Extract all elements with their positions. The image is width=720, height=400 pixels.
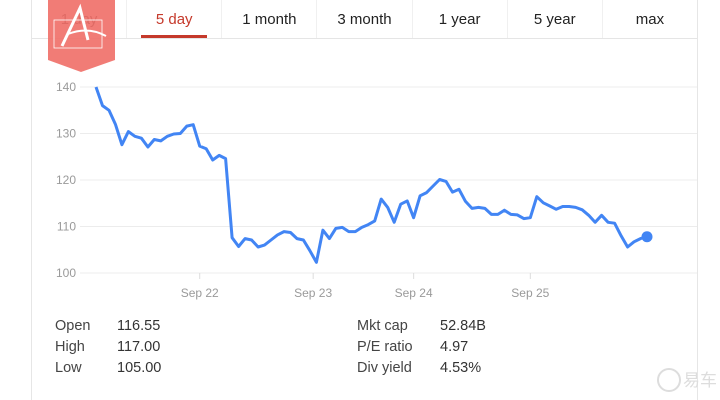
stat-label: High — [55, 339, 85, 355]
tab-1-month[interactable]: 1 month — [222, 0, 318, 38]
stat-label: Mkt cap — [357, 318, 408, 334]
stat-div-yield: Div yield 4.53% — [357, 360, 486, 381]
x-tick-label: Sep 22 — [181, 286, 219, 300]
stats-right: Mkt cap 52.84B P/E ratio 4.97 Div yield 4.5… — [357, 318, 486, 381]
y-tick-label: 130 — [56, 127, 76, 141]
tab-1-year[interactable]: 1 year — [413, 0, 508, 38]
stat-low: Low 105.00 — [55, 360, 161, 381]
x-tick-label: Sep 23 — [294, 286, 332, 300]
stat-label: Open — [55, 318, 91, 334]
y-tick-label: 100 — [56, 266, 76, 280]
stat-value: 52.84B — [440, 318, 486, 334]
tab-max[interactable]: max — [635, 11, 665, 28]
watermark-text: 易车 — [683, 371, 717, 391]
y-tick-label: 120 — [56, 173, 76, 187]
price-line — [94, 86, 648, 264]
y-tick-label: 140 — [56, 80, 76, 94]
stat-value: 117.00 — [117, 339, 161, 355]
stat-value: 116.55 — [117, 318, 161, 334]
autolab-logo — [48, 0, 115, 72]
stat-value: 105.00 — [117, 360, 162, 376]
y-tick-label: 110 — [57, 220, 76, 234]
stat-high: High 117.00 — [55, 339, 161, 360]
stat-mkt-cap: Mkt cap 52.84B — [357, 318, 486, 339]
range-tabs: 1 day 5 day 1 month 3 month 1 year 5 yea… — [32, 0, 697, 39]
stat-value: 4.53% — [440, 360, 482, 376]
last-price-marker — [641, 231, 653, 243]
stat-label: P/E ratio — [357, 339, 413, 355]
stat-label: Div yield — [357, 360, 412, 376]
x-tick-label: Sep 24 — [395, 286, 433, 300]
stat-open: Open 116.55 — [55, 318, 161, 339]
tab-3-month[interactable]: 3 month — [317, 0, 413, 38]
tab-5-year[interactable]: 5 year — [508, 0, 603, 38]
stat-label: Low — [55, 360, 82, 376]
frame-border-left — [31, 0, 32, 400]
stats-left: Open 116.55 High 117.00 Low 105.00 — [55, 318, 161, 381]
tab-5-day[interactable]: 5 day — [127, 0, 223, 38]
x-tick-label: Sep 25 — [511, 286, 549, 300]
stat-value: 4.97 — [440, 339, 469, 355]
stat-pe-ratio: P/E ratio 4.97 — [357, 339, 486, 360]
watermark-logo: 易车 — [657, 368, 717, 392]
frame-border-right — [697, 0, 698, 400]
